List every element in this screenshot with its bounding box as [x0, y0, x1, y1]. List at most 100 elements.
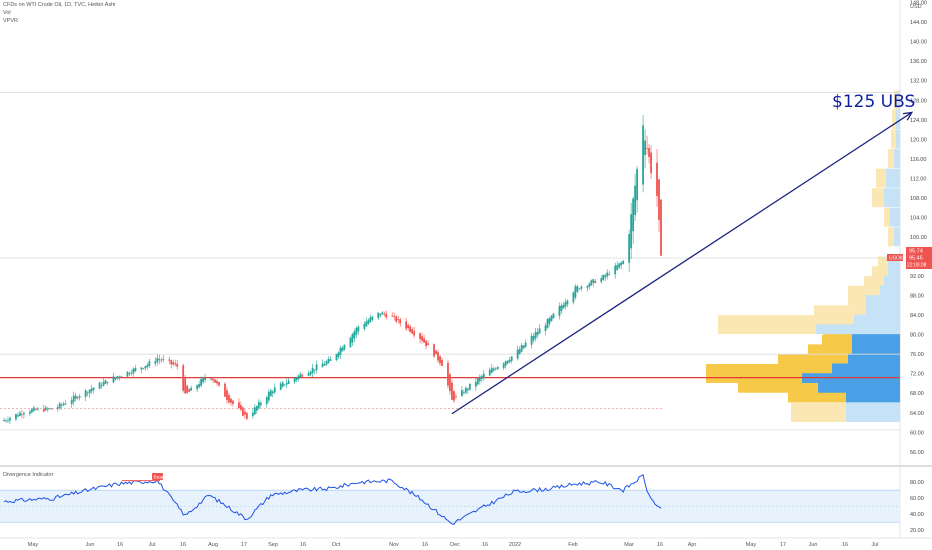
indicator-tick-label: 80.00: [910, 480, 924, 486]
candle-body: [377, 312, 380, 319]
candle-body: [273, 387, 276, 393]
candle-body: [238, 402, 240, 408]
candle-body: [604, 275, 607, 278]
candle-body: [530, 335, 533, 345]
candle-body: [520, 345, 523, 352]
vpvr-sell-bar: [848, 285, 866, 305]
candle-body: [628, 234, 631, 263]
bar-countdown: 22:00:08: [907, 263, 927, 269]
candle-body: [349, 337, 352, 348]
vpvr-sell-bar: [876, 168, 886, 188]
candle-body: [502, 363, 505, 368]
candle-body: [156, 358, 159, 363]
candle-body: [168, 359, 171, 361]
price-tick-label: 76.00: [910, 352, 924, 358]
price-tick-label: 88.00: [910, 294, 924, 300]
time-tick-label: Sep: [268, 542, 278, 548]
candle-body: [295, 377, 298, 381]
candle-body: [251, 412, 254, 416]
candle-body: [510, 356, 513, 361]
candle-body: [419, 333, 421, 340]
vpvr-legend[interactable]: VPVR: [3, 18, 18, 24]
candle-body: [257, 401, 260, 409]
candle-body: [644, 140, 646, 156]
time-tick-label: 17: [241, 542, 247, 548]
time-tick-label: Jul: [148, 542, 155, 548]
candle-body: [632, 198, 635, 232]
candle-body: [182, 365, 185, 391]
candle-body: [327, 358, 330, 364]
indicator-title[interactable]: Divergence Indicator: [3, 472, 54, 478]
candle-body: [28, 411, 31, 414]
candle-body: [476, 378, 479, 385]
vpvr-sell-bar: [718, 315, 816, 335]
candle-body: [21, 414, 23, 416]
candle-body: [536, 331, 539, 336]
candle-body: [369, 317, 372, 323]
time-tick-label: Mar: [624, 542, 634, 548]
current-price-value: 95.45: [909, 256, 923, 262]
candle-body: [116, 376, 119, 379]
candle-body: [353, 331, 356, 339]
grid-lines: [0, 92, 900, 431]
candle-body: [351, 333, 354, 343]
candle-body: [558, 306, 561, 316]
vpvr-sell-bar: [891, 129, 896, 149]
candle-body: [245, 413, 248, 419]
candle-body: [297, 375, 300, 379]
vpvr-buy-bar: [846, 403, 900, 423]
candle-body: [106, 381, 109, 383]
candle-body: [204, 377, 206, 380]
candle-body: [600, 278, 603, 282]
price-tick-label: 132.00: [910, 79, 927, 85]
candle-body: [48, 408, 51, 410]
candle-body: [128, 373, 131, 375]
price-tick-label: 56.00: [910, 450, 924, 456]
candle-body: [162, 359, 165, 360]
price-tick-label: 144.00: [910, 20, 927, 26]
candle-body: [76, 397, 79, 399]
time-tick-label: 16: [482, 542, 488, 548]
candle-body: [532, 336, 535, 341]
candle-body: [224, 383, 226, 397]
candle-body: [60, 404, 63, 406]
time-tick-label: Aug: [208, 542, 218, 548]
candle-body: [196, 385, 199, 390]
candle-body: [413, 331, 416, 336]
candle-body: [616, 265, 619, 270]
candle-body: [142, 368, 145, 369]
symbol-tag: [887, 254, 903, 261]
time-tick-label: 16: [117, 542, 123, 548]
indicator-pane: Bear 80.00 60.00 40.00 20.00: [0, 473, 924, 534]
time-tick-label: Feb: [568, 542, 577, 548]
drawings[interactable]: [451, 111, 914, 415]
price-tick-label: 140.00: [910, 40, 927, 46]
vpvr-buy-bar: [890, 207, 900, 227]
time-tick-label: 16: [657, 542, 663, 548]
currency-label: USD: [910, 4, 922, 10]
candle-body: [271, 391, 274, 394]
bear-badge-label: Bear: [154, 475, 165, 481]
candle-body: [466, 388, 469, 391]
candle-body: [660, 199, 662, 256]
candle-body: [379, 313, 382, 316]
candle-body: [62, 403, 65, 406]
trend-arrow-head[interactable]: [902, 111, 914, 121]
price-tick-label: 108.00: [910, 196, 927, 202]
candle-body: [566, 300, 569, 305]
candle-body: [323, 363, 326, 366]
trend-arrow-line[interactable]: [451, 111, 913, 415]
time-axis[interactable]: May Jun 16 Jul 16 Aug 17 Sep 16 Oct Nov 16 Dec 16 2022…: [28, 542, 879, 548]
candle-body: [148, 361, 151, 366]
candle-body: [480, 375, 483, 379]
candle-body: [98, 382, 101, 389]
candle-body: [522, 345, 525, 349]
candle-body: [371, 316, 374, 320]
target-annotation[interactable]: $125 UBS: [832, 92, 915, 112]
candle-body: [564, 302, 567, 307]
candle-body: [188, 389, 191, 392]
chart-title[interactable]: CFDs on WTI Crude Oil, 1D, TVC, Heikin A…: [3, 2, 116, 8]
candle-body: [590, 280, 593, 286]
volume-legend[interactable]: Vol: [3, 10, 11, 16]
